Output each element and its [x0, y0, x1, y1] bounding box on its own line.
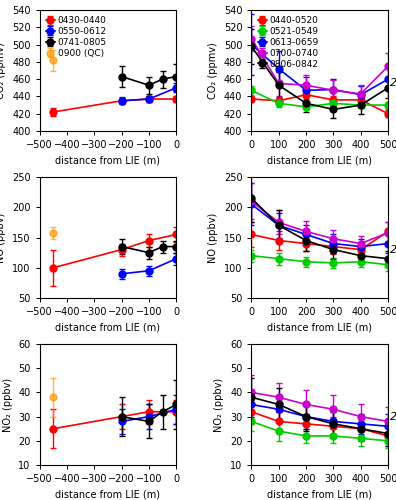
X-axis label: distance from LIE (m): distance from LIE (m): [55, 490, 160, 500]
Y-axis label: NO (ppbv): NO (ppbv): [208, 212, 218, 262]
X-axis label: distance from LIE (m): distance from LIE (m): [55, 322, 160, 332]
Y-axis label: NO₂ (ppbv): NO₂ (ppbv): [215, 378, 225, 432]
Text: 2c: 2c: [390, 412, 396, 422]
Legend: 0430-0440, 0550-0612, 0741-0805, 0900 (QC): 0430-0440, 0550-0612, 0741-0805, 0900 (Q…: [44, 14, 109, 60]
X-axis label: distance from LIE (m): distance from LIE (m): [267, 322, 372, 332]
Legend: 0440-0520, 0521-0549, 0613-0659, 0700-0740, 0806-0842: 0440-0520, 0521-0549, 0613-0659, 0700-07…: [256, 14, 320, 70]
Y-axis label: CO₂ (ppmv): CO₂ (ppmv): [208, 42, 218, 99]
Text: 2a: 2a: [390, 78, 396, 88]
Y-axis label: NO (ppbv): NO (ppbv): [0, 212, 6, 262]
Y-axis label: NO₂ (ppbv): NO₂ (ppbv): [3, 378, 13, 432]
Y-axis label: CO₂ (ppmv): CO₂ (ppmv): [0, 42, 6, 99]
X-axis label: distance from LIE (m): distance from LIE (m): [55, 156, 160, 166]
Text: 2b: 2b: [390, 244, 396, 254]
X-axis label: distance from LIE (m): distance from LIE (m): [267, 156, 372, 166]
X-axis label: distance from LIE (m): distance from LIE (m): [267, 490, 372, 500]
